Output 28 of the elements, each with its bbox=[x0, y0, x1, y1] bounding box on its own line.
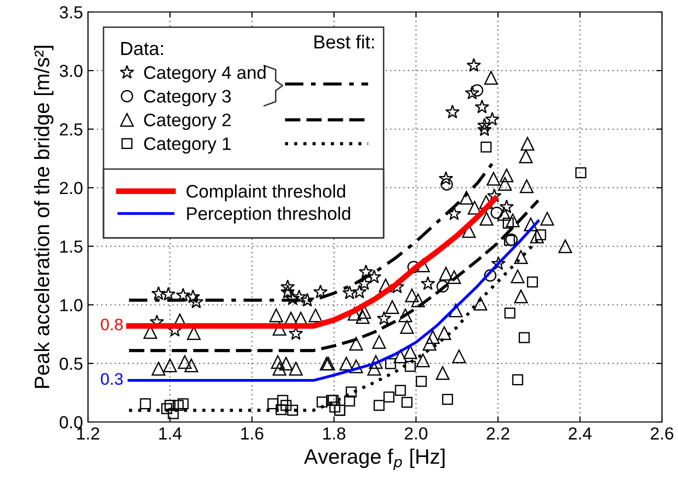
legend-label: Category 4 and bbox=[144, 66, 266, 83]
y-tick-label: 2.0 bbox=[60, 182, 82, 194]
legend-label: Complaint threshold bbox=[186, 184, 346, 202]
legend-title: Data: bbox=[121, 42, 163, 56]
y-tick-label: 1.5 bbox=[60, 240, 82, 253]
y-tick-label: 1.0 bbox=[60, 299, 82, 312]
y-tick-label: 3.5 bbox=[60, 6, 82, 18]
legend-label: Category 2 bbox=[144, 114, 231, 130]
annotation: 0.3 bbox=[100, 373, 123, 385]
y-axis-title: Peak acceleration of the bridge [m/s²] bbox=[34, 46, 54, 388]
legend-label: Category 3 bbox=[144, 90, 231, 106]
x-tick-label: 1.8 bbox=[323, 427, 346, 440]
x-tick-label: 1.2 bbox=[77, 427, 100, 440]
y-tick-label: 0.5 bbox=[60, 358, 82, 370]
x-tick-label: 2.6 bbox=[650, 427, 674, 440]
annotation: Best fit: bbox=[314, 34, 374, 49]
x-axis-title: Average f$_{p}$ [Hz] bbox=[304, 448, 444, 470]
y-tick-label: 3.0 bbox=[60, 64, 82, 78]
x-tick-label: 1.4 bbox=[159, 428, 182, 440]
legend-label: Perception threshold bbox=[187, 206, 350, 224]
y-tick-label: 2.5 bbox=[60, 123, 82, 136]
annotation: 0.8 bbox=[100, 318, 123, 330]
x-tick-label: 1.6 bbox=[241, 427, 264, 440]
y-tick-label: 0.0 bbox=[60, 416, 82, 428]
x-tick-label: 2.2 bbox=[486, 427, 510, 440]
x-tick-label: 2.4 bbox=[568, 427, 592, 440]
x-tick-label: 2.0 bbox=[404, 427, 428, 440]
legend-label: Category 1 bbox=[144, 137, 231, 154]
